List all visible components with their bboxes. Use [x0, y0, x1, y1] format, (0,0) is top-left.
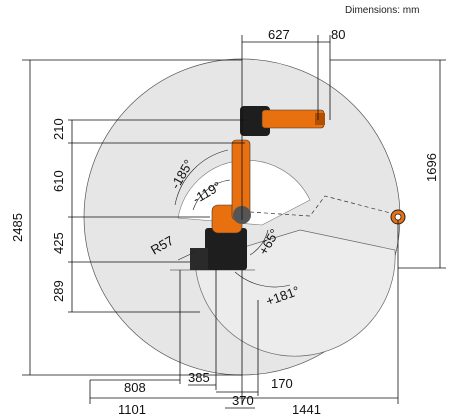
dim-line-right: [330, 59, 446, 269]
dim-top-80: 80: [331, 27, 345, 42]
angle-arcs: [174, 149, 291, 288]
dim-left-210: 210: [51, 118, 66, 140]
dim-lines-bottom: [89, 220, 399, 409]
dim-bottom-385: 385: [188, 370, 210, 385]
dim-bottom-370: 370: [232, 393, 254, 408]
dim-left-425: 425: [51, 232, 66, 254]
radius-leader: [177, 251, 196, 261]
dim-lines-left: [22, 59, 245, 376]
units-note: Dimensions: mm: [345, 5, 419, 16]
dim-bottom-1101: 1101: [118, 402, 146, 417]
dim-line-top: [241, 35, 331, 220]
dim-left-2485: 2485: [10, 213, 25, 242]
dim-bottom-170: 170: [271, 376, 293, 391]
reach-dashed-line: [249, 195, 399, 217]
dim-bottom-1441: 1441: [292, 402, 321, 417]
dim-left-289: 289: [51, 280, 66, 302]
robot-arm: [190, 106, 325, 270]
dim-right-1696: 1696: [424, 153, 439, 182]
dim-bottom-808: 808: [124, 380, 146, 395]
dim-left-610: 610: [51, 170, 66, 192]
dim-top-627: 627: [268, 27, 290, 42]
tool-target-icon: [390, 209, 406, 225]
